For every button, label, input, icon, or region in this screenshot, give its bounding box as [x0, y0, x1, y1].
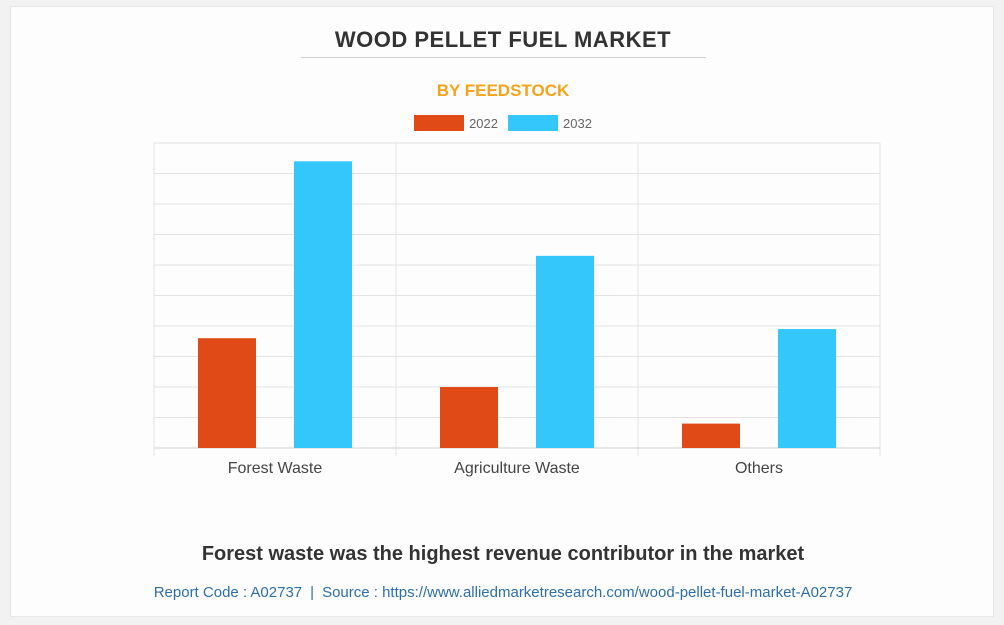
chart-title: WOOD PELLET FUEL MARKET — [334, 27, 672, 52]
bar-2032-forest-waste — [294, 161, 352, 449]
title-underline — [301, 57, 706, 58]
bar-2032-others — [778, 329, 836, 448]
chart-footer: Report Code : A02737 | Source : https://ww… — [11, 584, 995, 601]
legend-swatch-2022 — [414, 115, 465, 131]
report-code: Report Code : A02737 — [153, 584, 303, 601]
bar-2022-others — [682, 423, 740, 448]
chart-legend: 2022 2032 — [11, 114, 995, 132]
legend-label-2032: 2032 — [563, 115, 592, 131]
footer-separator: | — [310, 584, 315, 601]
chart-caption: Forest waste was the highest revenue con… — [201, 543, 805, 565]
x-tick-label: Forest Waste — [228, 460, 323, 477]
bar-chart: Forest Waste Agriculture Waste Others — [153, 142, 881, 477]
x-tick-label: Others — [735, 460, 783, 477]
legend-item-2022[interactable]: 2022 — [414, 115, 498, 131]
bar-2022-agriculture-waste — [440, 387, 498, 448]
legend-label-2022: 2022 — [469, 115, 498, 131]
source-link[interactable]: Source : https://www.alliedmarketresearc… — [322, 584, 853, 601]
x-tick-label: Agriculture Waste — [454, 460, 580, 477]
chart-subtitle: BY FEEDSTOCK — [436, 81, 570, 100]
chart-card: WOOD PELLET FUEL MARKET BY FEEDSTOCK 202… — [10, 6, 994, 617]
bar-2022-forest-waste — [198, 338, 256, 448]
legend-item-2032[interactable]: 2032 — [508, 115, 592, 131]
bar-2032-agriculture-waste — [536, 255, 594, 448]
legend-swatch-2032 — [508, 115, 558, 131]
